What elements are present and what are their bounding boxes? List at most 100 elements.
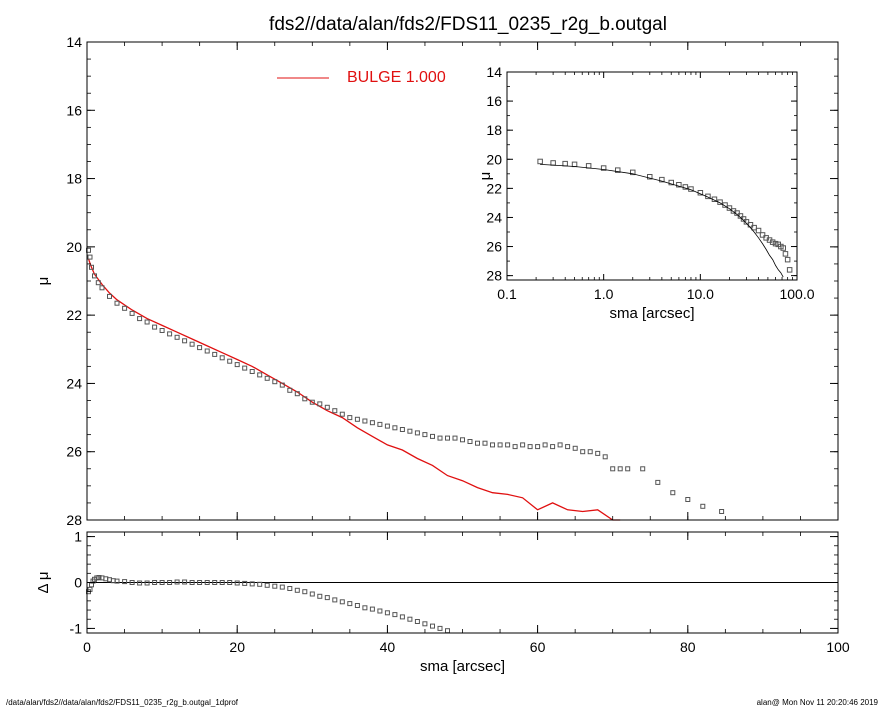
residual-data-point <box>430 623 435 629</box>
x-tick-label: 60 <box>530 639 546 655</box>
residual-data-point <box>114 578 120 584</box>
residual-data-point <box>212 580 218 585</box>
main-data-point <box>460 437 465 443</box>
y-tick-label: 24 <box>486 209 502 225</box>
inset-data-point <box>682 184 689 190</box>
inset-data-point <box>786 267 793 273</box>
inset-data-point <box>759 232 766 238</box>
x-axis-label: sma [arcsec] <box>609 305 694 322</box>
residual-data-point <box>144 580 150 586</box>
inset-data-point <box>743 219 750 225</box>
main-data-point <box>625 466 631 472</box>
main-data-point <box>279 382 285 388</box>
main-data-point <box>354 416 360 422</box>
main-series-line-0 <box>87 258 621 521</box>
residual-data-point <box>189 580 195 585</box>
main-data-point <box>204 348 210 354</box>
residual-data-point <box>279 584 285 590</box>
residual-data-point <box>437 625 443 631</box>
main-data-point <box>452 435 458 441</box>
y-tick-label: 16 <box>486 93 502 109</box>
residual-data-point <box>399 614 405 620</box>
main-data-point <box>227 358 233 364</box>
inset-data-point <box>668 179 674 186</box>
residual-data-point <box>167 580 173 585</box>
main-data-point <box>114 300 120 306</box>
y-tick-label: 22 <box>486 180 502 196</box>
y-tick-label: 26 <box>486 239 502 255</box>
main-data-point <box>339 411 345 417</box>
main-data-point <box>467 439 473 444</box>
main-data-point <box>95 280 101 286</box>
main-data-point <box>377 421 383 427</box>
inset-data-point <box>676 182 682 188</box>
main-data-point <box>362 418 368 424</box>
footer-left: /data/alan/fds2//data/alan/fds2/FDS11_02… <box>6 698 239 707</box>
residual-data-point <box>354 603 360 608</box>
main-data-point <box>497 442 503 448</box>
x-tick-label: 0.1 <box>497 286 517 302</box>
main-data-point <box>219 355 225 361</box>
y-tick-label: 20 <box>66 239 82 255</box>
main-data-point <box>324 404 330 410</box>
main-data-point <box>129 310 135 316</box>
y-tick-label: 18 <box>486 122 502 138</box>
main-data-point <box>445 435 450 441</box>
main-data-point <box>542 442 548 448</box>
inset-data-point <box>600 165 607 171</box>
inset-data-point <box>782 251 789 257</box>
inset-plot: 14 16 18 20 22 24 26 28 0.1 1.0 10.0 100.0 μ sma [arc… <box>477 64 815 322</box>
x-tick-label: 0 <box>83 639 91 655</box>
main-data-point <box>197 345 203 351</box>
inset-data-point <box>740 216 747 222</box>
main-data-point <box>264 375 270 381</box>
inset-data-point <box>784 256 791 263</box>
y-tick-label: 14 <box>66 34 82 50</box>
residual-data-point <box>414 619 420 624</box>
main-data-point <box>520 442 526 448</box>
main-data-point <box>347 415 353 421</box>
inset-data-point <box>647 174 653 180</box>
residual-data-point <box>422 621 428 627</box>
residual-data-point <box>347 601 353 607</box>
main-data-point <box>407 428 413 434</box>
inset-data-point <box>726 205 733 211</box>
residual-data-point <box>362 605 368 611</box>
inset-data-point <box>780 245 786 251</box>
main-data-point <box>287 387 293 393</box>
residual-data-point <box>234 580 240 586</box>
y-tick-label: 1 <box>74 529 82 545</box>
main-data-point <box>535 444 541 450</box>
main-data-point <box>249 369 255 374</box>
main-data-point <box>587 449 593 455</box>
main-data-point <box>602 454 608 460</box>
legend-label-bulge: BULGE 1.000 <box>347 69 446 86</box>
residual-data-point <box>204 580 210 585</box>
inset-data-point <box>630 169 636 176</box>
main-data-point <box>212 351 218 357</box>
main-data-point <box>595 450 601 456</box>
main-data-point <box>550 444 556 450</box>
main-data-point <box>482 440 488 446</box>
main-data-point <box>257 372 263 378</box>
residual-data-point <box>332 597 338 603</box>
residual-data-point <box>272 583 278 589</box>
x-tick-label: 80 <box>680 639 696 655</box>
main-data-point <box>159 328 165 333</box>
main-data-point <box>369 420 375 426</box>
main-data-point <box>167 331 173 337</box>
main-data-point <box>655 479 661 485</box>
main-data-point <box>430 433 435 439</box>
main-data-point <box>392 425 398 431</box>
residual-data-point <box>264 582 270 588</box>
residual-data-point <box>302 589 308 595</box>
residual-data-point <box>324 595 330 601</box>
residual-data-point <box>445 628 450 634</box>
main-data-point <box>437 435 443 441</box>
main-data-point <box>685 497 691 502</box>
residual-data-point <box>287 586 293 591</box>
main-data-point <box>272 379 278 385</box>
main-data-point <box>527 444 533 450</box>
